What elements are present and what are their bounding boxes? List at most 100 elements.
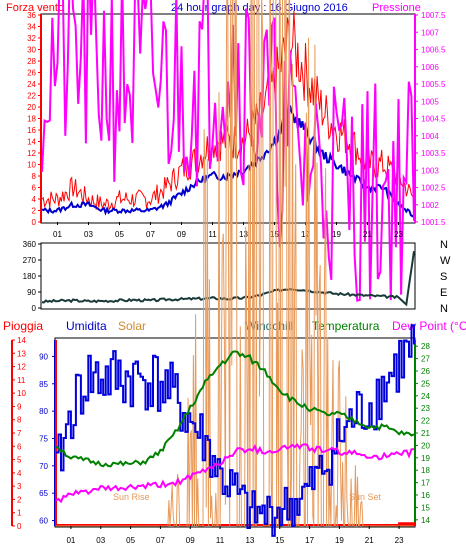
humidity-ytick-label: 65 (39, 489, 48, 498)
wind-ytick-label: 0 (32, 218, 37, 227)
wind-ytick-label: 12 (27, 149, 36, 158)
temp-ytick-label: 26 (421, 367, 430, 376)
wind-ytick-label: 36 (27, 11, 36, 20)
header-center: 24 hour graph day : 16 Giugno 2016 (171, 2, 348, 14)
rain-ytick-label: 0 (17, 522, 22, 531)
xtick-label: 19 (332, 230, 341, 239)
xtick-bottom-label: 13 (245, 536, 254, 545)
wind-ytick-label: 34 (27, 23, 36, 32)
chart-marks: 0246810121416182022242628303234361001.51… (11, 0, 451, 545)
pressure-ytick-label: 1002 (421, 201, 439, 210)
temp-ytick-label: 20 (421, 441, 430, 450)
wind-ytick-label: 16 (27, 126, 36, 135)
rain-ytick-label: 3 (17, 482, 22, 491)
temp-ytick-label: 23 (421, 404, 430, 413)
dir-ytick-label: 90 (27, 288, 36, 297)
temp-ytick-label: 28 (421, 342, 430, 351)
humidity-ytick-label: 80 (39, 407, 48, 416)
xtick-label: 11 (208, 230, 217, 239)
wind-ytick-label: 22 (27, 92, 36, 101)
dir-ytick-label: 0 (32, 304, 37, 313)
header-right: Pressione (372, 2, 421, 14)
rain-ytick-label: 1 (17, 509, 22, 518)
dir-compass-label: W (440, 255, 451, 267)
xtick-bottom-label: 23 (395, 536, 404, 545)
temp-ytick-label: 25 (421, 379, 430, 388)
dir-ytick-label: 270 (23, 256, 37, 265)
temp-ytick-label: 24 (421, 392, 430, 401)
humidity-ytick-label: 60 (39, 517, 48, 526)
pressure-ytick-label: 1002.5 (421, 184, 446, 193)
temp-ytick-label: 15 (421, 503, 430, 512)
xtick-bottom-label: 17 (305, 536, 314, 545)
temp-ytick-label: 18 (421, 466, 430, 475)
wind-ytick-label: 8 (32, 172, 37, 181)
temp-ytick-label: 21 (421, 429, 430, 438)
sunrise-label: Sun Rise (113, 492, 150, 502)
series-dewpoint (55, 443, 415, 504)
series-rain-step (398, 522, 415, 526)
wind-ytick-label: 4 (32, 195, 37, 204)
xtick-label: 07 (146, 230, 155, 239)
xtick-label: 09 (177, 230, 186, 239)
pressure-ytick-label: 1005.5 (421, 80, 446, 89)
wind-ytick-label: 26 (27, 69, 36, 78)
legend-umidita: Umidita (66, 319, 107, 333)
xtick-bottom-label: 05 (126, 536, 135, 545)
humidity-ytick-label: 75 (39, 434, 48, 443)
wind-ytick-label: 28 (27, 57, 36, 66)
dir-compass-label: S (440, 271, 447, 283)
wind-ytick-label: 30 (27, 46, 36, 55)
wind-ytick-label: 2 (32, 207, 37, 216)
wind-ytick-label: 32 (27, 34, 36, 43)
wind-ytick-label: 24 (27, 80, 36, 89)
rain-ytick-label: 2 (17, 495, 22, 504)
rain-ytick-label: 4 (17, 469, 22, 478)
legend-temperatura: Temperatura (312, 319, 380, 333)
legend-solar: Solar (118, 319, 146, 333)
xtick-bottom-label: 09 (186, 536, 195, 545)
rain-ytick-label: 11 (17, 376, 26, 385)
legend-pioggia: Pioggia (3, 319, 43, 333)
xtick-label: 05 (115, 230, 124, 239)
dir-compass-label: N (440, 239, 448, 251)
wind-ytick-label: 20 (27, 103, 36, 112)
pressure-ytick-label: 1005 (421, 97, 439, 106)
wind-ytick-label: 18 (27, 115, 36, 124)
rain-ytick-label: 13 (17, 349, 26, 358)
pressure-ytick-label: 1003 (421, 166, 439, 175)
pressure-ytick-label: 1006 (421, 63, 439, 72)
rain-ytick-label: 8 (17, 416, 22, 425)
series-wind-direction (41, 250, 415, 307)
xtick-label: 01 (53, 230, 62, 239)
series-temperature (55, 350, 415, 468)
pressure-ytick-label: 1001.5 (421, 218, 446, 227)
xtick-label: 03 (84, 230, 93, 239)
temp-ytick-label: 19 (421, 454, 430, 463)
humidity-ytick-label: 85 (39, 380, 48, 389)
pressure-ytick-label: 1007.5 (421, 11, 446, 20)
rain-ytick-label: 14 (17, 336, 26, 345)
pressure-ytick-label: 1007 (421, 28, 439, 37)
xtick-label: 15 (270, 230, 279, 239)
xtick-bottom-label: 01 (66, 536, 75, 545)
temp-ytick-label: 22 (421, 417, 430, 426)
dir-ytick-label: 180 (23, 272, 37, 281)
rain-ytick-label: 12 (17, 363, 26, 372)
dir-compass-label: E (440, 287, 447, 299)
rain-ytick-label: 7 (17, 429, 22, 438)
pressure-ytick-label: 1004 (421, 132, 439, 141)
legend-dewpoint: Dew Point (°C) (392, 319, 466, 333)
xtick-label: 13 (239, 230, 248, 239)
xtick-bottom-label: 07 (156, 536, 165, 545)
dir-ytick-label: 360 (23, 240, 37, 249)
wind-ytick-label: 14 (27, 138, 36, 147)
rain-ytick-label: 10 (17, 389, 26, 398)
xtick-bottom-label: 11 (216, 536, 225, 545)
dir-compass-label: N (440, 303, 448, 315)
temp-ytick-label: 27 (421, 355, 430, 364)
xtick-bottom-label: 21 (365, 536, 374, 545)
temp-ytick-label: 16 (421, 491, 430, 500)
